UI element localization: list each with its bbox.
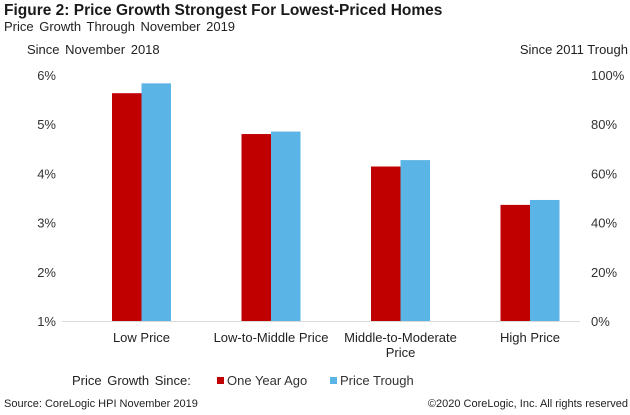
right-axis-title: Since 2011 Trough [519,42,628,57]
left-tick-label: 1% [37,314,56,329]
legend-item-one-year-ago: One Year Ago [217,373,307,388]
bar-price-trough-4 [530,199,560,321]
left-axis-title: Since November 2018 [27,42,160,57]
right-tick-label: 80% [591,117,617,132]
chart-subtitle: Price Growth Through November 2019 [4,19,236,34]
left-tick-label: 6% [37,68,56,83]
category-label: High Price [500,330,560,345]
legend-swatch-price-trough [330,377,337,384]
legend-item-price-trough: Price Trough [330,373,414,388]
legend-swatch-one-year-ago [217,377,224,384]
left-tick-label: 5% [37,117,56,132]
copyright-note: ©2020 CoreLogic, Inc. All rights reserve… [427,398,628,410]
bar-one-year-ago-2 [241,134,271,321]
bar-one-year-ago-1 [112,93,142,321]
right-tick-label: 20% [591,265,617,280]
legend-title: Price Growth Since: [72,373,191,388]
right-tick-label: 100% [591,68,625,83]
legend-label: One Year Ago [227,373,308,388]
legend: Price Growth Since: One Year Ago Price T… [0,373,630,391]
bar-price-trough-2 [271,131,301,321]
source-note: Source: CoreLogic HPI November 2019 [4,398,198,410]
right-tick-label: 60% [591,166,617,181]
category-label: Low Price [113,330,170,345]
right-tick-label: 40% [591,216,617,231]
left-tick-label: 4% [37,166,56,181]
bar-chart: 1% 2% 3% 4% 5% 6% 0% 20% 40% 60% 80% 100% Low Price L… [37,68,625,360]
bar-one-year-ago-4 [500,204,530,321]
left-tick-label: 3% [37,216,56,231]
right-tick-label: 0% [591,314,610,329]
chart-title: Figure 2: Price Growth Strongest For Low… [4,2,443,19]
category-label: Low-to-Middle Price [214,330,329,345]
legend-label: Price Trough [340,373,414,388]
bar-price-trough-3 [400,160,430,321]
bar-one-year-ago-3 [371,166,401,321]
category-label: Middle-to-Moderate [344,330,457,345]
left-tick-label: 2% [37,265,56,280]
bar-price-trough-1 [141,83,171,321]
category-label: Price [386,345,416,360]
